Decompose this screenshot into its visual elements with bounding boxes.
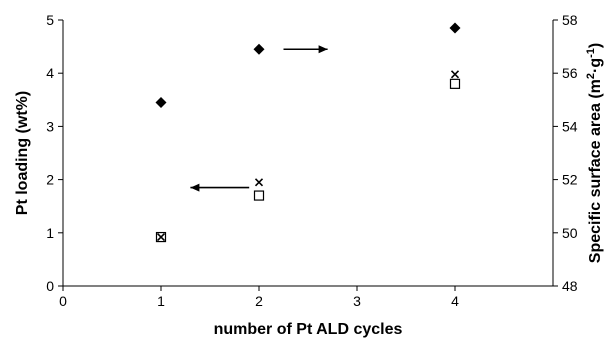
right-y-axis-title-end: ) <box>587 43 604 48</box>
right-y-axis-title-dot: ·g <box>587 58 604 73</box>
square-marker <box>253 190 265 201</box>
left-arrow <box>190 183 250 192</box>
ticks: 0 1 2 3 4 0 1 2 3 4 5 48 50 52 54 56 58 <box>46 12 578 309</box>
x-tick-label: 3 <box>353 293 361 309</box>
y-tick-label: 2 <box>46 172 54 188</box>
data-marks <box>155 22 461 243</box>
x-marker <box>450 70 460 79</box>
x-axis-title: number of Pt ALD cycles <box>214 321 403 338</box>
right-y-axis-title-sup1: 2 <box>585 73 597 79</box>
axes <box>62 20 554 287</box>
y-tick-label: 3 <box>46 118 54 134</box>
x-marker-stroke <box>254 178 264 187</box>
y-tick-label: 0 <box>46 278 54 294</box>
arrows <box>190 45 328 192</box>
x-marker <box>254 178 264 187</box>
x-tick-label: 0 <box>59 293 67 309</box>
square-marker <box>449 78 461 89</box>
y-tick-label: 4 <box>46 65 54 81</box>
y2-tick-label: 50 <box>562 225 578 241</box>
right-y-axis-title-sup2: -1 <box>585 48 597 58</box>
x-tick-label: 1 <box>157 293 165 309</box>
x-tick-label: 2 <box>255 293 263 309</box>
y2-tick-label: 48 <box>562 278 578 294</box>
y-tick-label: 5 <box>46 12 54 28</box>
right-y-axis-title-main: Specific surface area (m <box>587 79 604 263</box>
diamond-marker <box>449 22 461 34</box>
arrow-head <box>318 45 328 54</box>
y2-tick-label: 54 <box>562 118 578 134</box>
x-tick-label: 4 <box>451 293 459 309</box>
diamond-marker <box>155 96 167 108</box>
left-y-axis-title: Pt loading (wt%) <box>14 91 31 215</box>
right-arrow <box>283 45 328 54</box>
y2-tick-label: 58 <box>562 12 578 28</box>
square-marker <box>155 231 167 243</box>
y2-tick-label: 52 <box>562 172 578 188</box>
x-marker-stroke <box>450 70 460 79</box>
arrow-head <box>190 183 200 192</box>
diamond-marker <box>253 43 265 55</box>
x-marker-stroke <box>156 232 166 242</box>
y-tick-label: 1 <box>46 225 54 241</box>
y2-tick-label: 56 <box>562 65 578 81</box>
x-marker <box>156 232 166 242</box>
right-y-axis-title: Specific surface area (m2·g-1) <box>585 43 604 263</box>
